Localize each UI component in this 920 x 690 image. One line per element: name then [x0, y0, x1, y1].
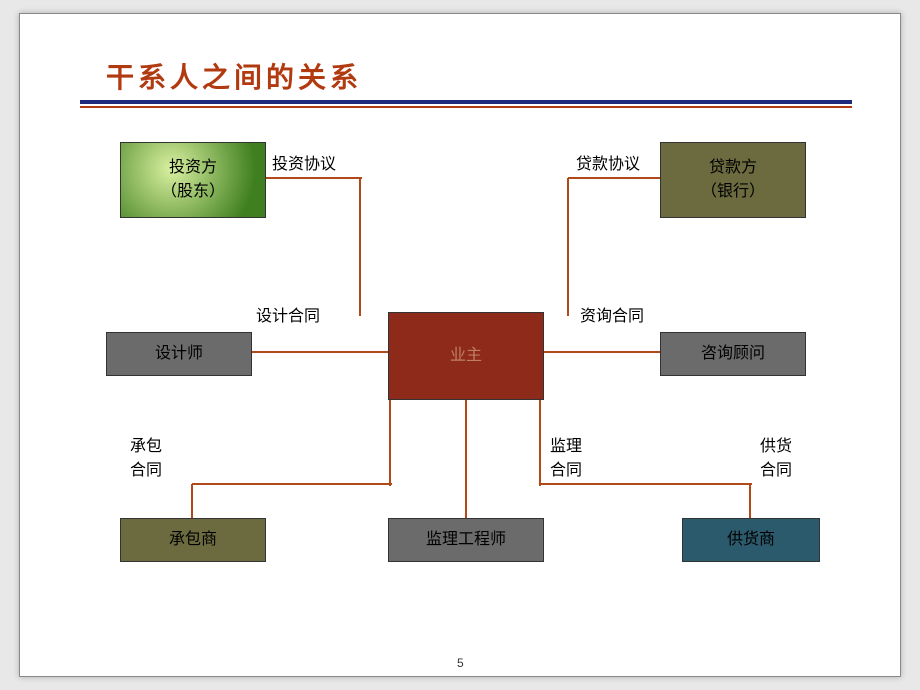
edge-segment: [749, 484, 751, 520]
node-label: 供货商: [727, 528, 775, 552]
node-label: 承包商: [169, 528, 217, 552]
edge-segment: [568, 177, 662, 179]
node-designer: 设计师: [106, 332, 252, 376]
edge-segment: [567, 178, 569, 316]
page-number: 5: [457, 656, 464, 670]
edge-label: 供货: [760, 432, 792, 456]
edge-label: 监理: [550, 432, 582, 456]
node-label: 贷款方: [709, 156, 757, 180]
edge-segment: [465, 400, 467, 520]
slide-title: 干系人之间的关系: [106, 56, 362, 96]
edge-label: 投资协议: [272, 150, 336, 174]
edge-label: 合同: [550, 456, 582, 480]
node-investor: 投资方（股东）: [120, 142, 266, 218]
node-owner: 业主: [388, 312, 544, 400]
slide: 干系人之间的关系 投资方（股东） 贷款方（银行） 业主 设计师 咨询顾问承包商 监理工程师…: [19, 13, 901, 677]
node-supervisor: 监理工程师: [388, 518, 544, 562]
node-sublabel: （股东）: [161, 180, 225, 204]
edge-segment: [544, 351, 662, 353]
node-label: 业主: [450, 344, 482, 368]
edge-label: 合同: [130, 456, 162, 480]
edge-segment: [539, 399, 541, 486]
node-sublabel: （银行）: [701, 180, 765, 204]
edge-label: 资询合同: [580, 302, 644, 326]
edge-segment: [192, 483, 392, 485]
node-label: 投资方: [169, 156, 217, 180]
edge-segment: [266, 177, 362, 179]
node-lender: 贷款方（银行）: [660, 142, 806, 218]
edge-segment: [191, 484, 193, 520]
node-label: 监理工程师: [426, 528, 506, 552]
edge-segment: [359, 178, 361, 316]
edge-segment: [252, 351, 390, 353]
node-contractor: 承包商: [120, 518, 266, 562]
node-supplier: 供货商: [682, 518, 820, 562]
edge-segment: [389, 399, 391, 486]
edge-label: 承包: [130, 432, 162, 456]
node-consultant: 咨询顾问: [660, 332, 806, 376]
edge-label: 贷款协议: [576, 150, 640, 174]
edge-segment: [540, 483, 752, 485]
edge-label: 合同: [760, 456, 792, 480]
edge-label: 设计合同: [256, 302, 320, 326]
node-label: 咨询顾问: [701, 342, 765, 366]
node-label: 设计师: [155, 342, 203, 366]
